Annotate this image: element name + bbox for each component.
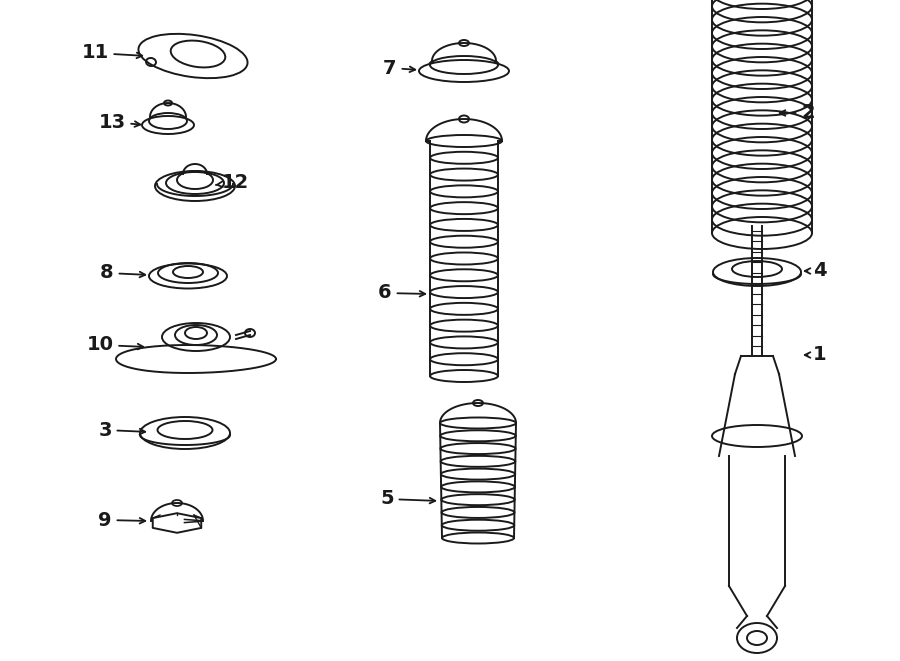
- Text: 11: 11: [81, 44, 142, 63]
- Text: 5: 5: [380, 490, 436, 508]
- Text: 7: 7: [383, 59, 415, 77]
- Text: 10: 10: [86, 336, 143, 354]
- Text: 12: 12: [216, 173, 248, 192]
- Text: 9: 9: [98, 510, 145, 529]
- Text: 2: 2: [779, 104, 814, 122]
- Text: 6: 6: [378, 284, 425, 303]
- Text: 1: 1: [805, 346, 827, 364]
- Text: 8: 8: [100, 264, 145, 282]
- Text: 13: 13: [98, 112, 140, 132]
- Text: 3: 3: [98, 420, 145, 440]
- Text: 4: 4: [805, 262, 827, 280]
